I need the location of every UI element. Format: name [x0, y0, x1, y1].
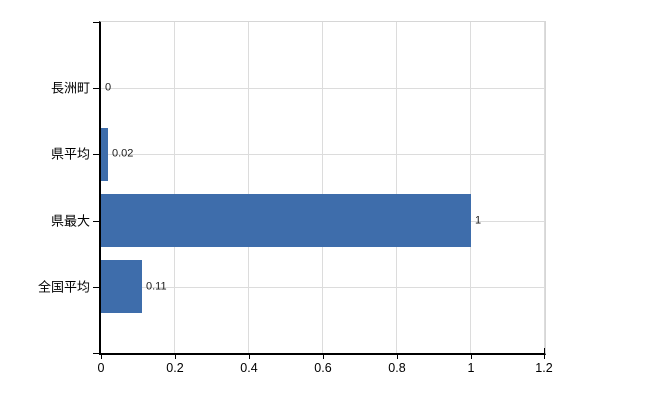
bar-value-label: 0	[105, 81, 112, 94]
y-axis-endcap-tick	[93, 353, 99, 354]
x-tick	[175, 354, 176, 359]
bar	[101, 194, 471, 247]
x-axis-endcap-tick	[544, 348, 545, 354]
category-label: 全国平均	[37, 279, 90, 295]
bar	[101, 128, 108, 181]
y-tick	[93, 221, 99, 222]
x-tick	[323, 354, 324, 359]
x-tick-label: 1.2	[535, 361, 553, 375]
x-tick	[397, 354, 398, 359]
x-tick	[471, 354, 472, 359]
bar	[101, 260, 142, 313]
gridline-vertical	[322, 22, 323, 353]
x-tick-label: 0.4	[240, 361, 258, 375]
bar-value-label: 0.11	[146, 280, 167, 293]
x-tick	[101, 354, 102, 359]
gridline-horizontal	[101, 88, 545, 89]
y-axis-endcap-tick	[93, 22, 99, 23]
category-label: 長洲町	[50, 80, 90, 96]
gridline-horizontal	[101, 287, 545, 288]
gridline-vertical	[174, 22, 175, 353]
x-tick	[249, 354, 250, 359]
y-tick	[93, 88, 99, 89]
y-tick	[93, 287, 99, 288]
gridline-vertical	[544, 22, 545, 353]
gridline-vertical	[470, 22, 471, 353]
x-tick-label: 0	[97, 361, 105, 375]
x-tick-label: 1	[467, 361, 475, 375]
bar-value-label: 1	[475, 214, 482, 227]
y-tick	[93, 154, 99, 155]
x-tick	[544, 354, 545, 359]
bar-value-label: 0.02	[112, 147, 134, 160]
gridline-horizontal	[101, 154, 545, 155]
gridline-vertical	[396, 22, 397, 353]
category-label: 県最大	[50, 213, 90, 229]
plot-area: 0 0.02 1 0.11	[99, 21, 546, 355]
x-tick-label: 0.6	[314, 361, 332, 375]
x-tick-label: 0.8	[388, 361, 406, 375]
category-label: 県平均	[50, 146, 90, 162]
x-tick-label: 0.2	[166, 361, 184, 375]
gridline-vertical	[248, 22, 249, 353]
